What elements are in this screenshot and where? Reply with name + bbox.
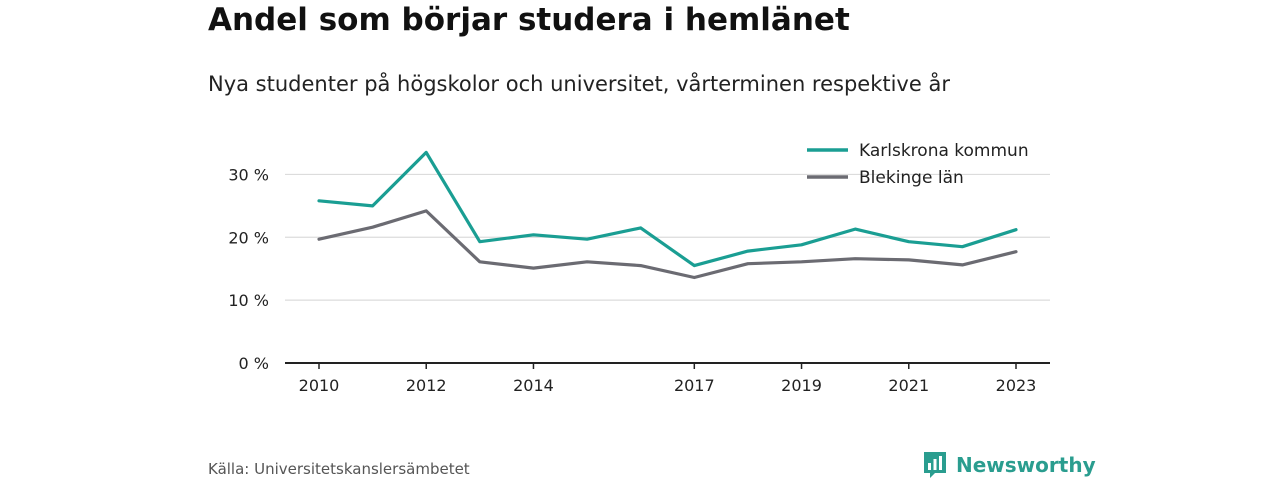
chart-subtitle: Nya studenter på högskolor och universit… (208, 72, 950, 96)
legend-label: Blekinge län (859, 168, 964, 188)
grid-lines (285, 173, 1050, 301)
brand-logo: Newsworthy (922, 450, 1096, 480)
y-tick-label: 30 % (228, 165, 269, 184)
x-tick-label: 2017 (674, 376, 715, 395)
x-tick-label: 2021 (888, 376, 929, 395)
legend-label: Karlskrona kommun (859, 141, 1029, 161)
chart-title: Andel som börjar studera i hemlänet (208, 2, 850, 38)
y-tick-label: 0 % (239, 354, 269, 373)
x-tick-label: 2019 (781, 376, 822, 395)
line-chart: 0 % 10 % 20 % 30 % 2010 2012 2014 2017 2019 2021… (228, 141, 1050, 395)
x-tick-label: 2023 (996, 376, 1037, 395)
y-tick-label: 20 % (228, 228, 269, 247)
x-tick-label: 2012 (406, 376, 447, 395)
source-note: Källa: Universitetskanslersämbetet (208, 460, 470, 478)
x-tick-label: 2010 (299, 376, 340, 395)
x-axis-ticks: 2010 2012 2014 2017 2019 2021 2023 (299, 363, 1037, 395)
brand-name: Newsworthy (956, 453, 1096, 477)
series-line-1 (317, 209, 1018, 280)
bar-chart-logo-icon (924, 452, 946, 478)
series-lines (317, 150, 1018, 280)
y-tick-label: 10 % (228, 291, 269, 310)
legend: Karlskrona kommun Blekinge län (807, 141, 1029, 188)
series-line-0 (317, 150, 1018, 268)
x-tick-label: 2014 (513, 376, 554, 395)
y-axis-ticks: 0 % 10 % 20 % 30 % (228, 165, 269, 373)
